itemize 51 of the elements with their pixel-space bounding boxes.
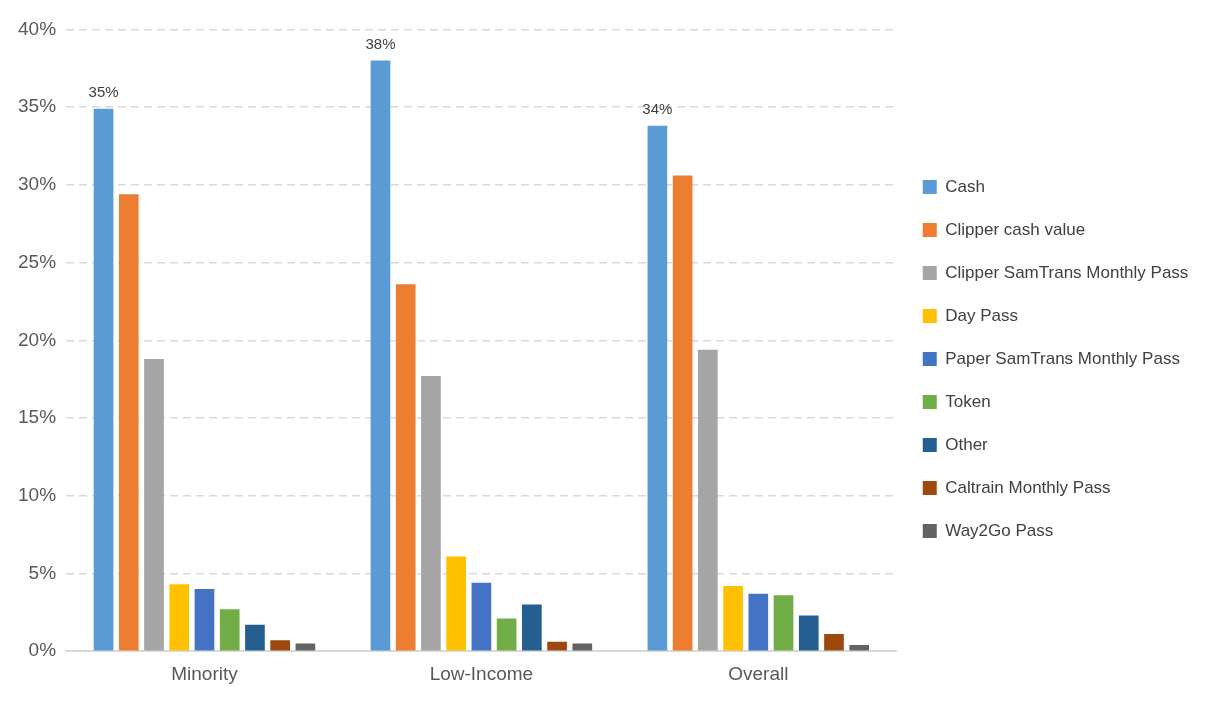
bar xyxy=(547,641,567,651)
bar xyxy=(672,175,693,651)
legend-label: Way2Go Pass xyxy=(945,520,1054,540)
legend-label: Other xyxy=(945,434,989,454)
x-tick-label: Overall xyxy=(728,662,789,684)
bar xyxy=(824,634,844,651)
legend-label: Day Pass xyxy=(945,305,1018,325)
legend-label: Clipper SamTrans Monthly Pass xyxy=(945,262,1189,282)
legend-label: Clipper cash value xyxy=(945,219,1086,239)
x-tick-label: Low-Income xyxy=(429,662,534,684)
bar xyxy=(194,589,215,651)
bar xyxy=(723,585,743,651)
x-tick-label: Minority xyxy=(171,662,239,684)
data-label: 35% xyxy=(88,83,119,101)
bar xyxy=(169,584,190,651)
bar xyxy=(395,284,416,651)
bar xyxy=(144,358,164,651)
bar xyxy=(93,108,114,651)
data-label: 38% xyxy=(365,35,396,53)
bar xyxy=(245,624,265,651)
bar xyxy=(572,643,593,651)
y-tick-label: 40% xyxy=(18,17,57,39)
bar xyxy=(270,640,291,651)
bar xyxy=(471,582,492,651)
bar xyxy=(522,604,542,651)
legend-label: Cash xyxy=(945,176,985,196)
y-tick-label: 15% xyxy=(18,406,57,428)
bar xyxy=(219,609,240,651)
y-tick-label: 30% xyxy=(18,173,57,195)
y-tick-label: 20% xyxy=(18,328,57,350)
bar xyxy=(698,349,718,651)
bar xyxy=(446,556,466,651)
bar xyxy=(295,643,316,651)
data-label: 34% xyxy=(642,100,673,118)
bar xyxy=(798,615,819,651)
bar xyxy=(496,618,517,651)
bar xyxy=(370,60,391,651)
bar xyxy=(118,194,139,651)
y-tick-label: 25% xyxy=(18,250,57,272)
y-tick-label: 0% xyxy=(28,639,57,661)
bar xyxy=(849,644,870,651)
legend-label: Token xyxy=(945,391,991,411)
bar xyxy=(748,593,769,651)
bar xyxy=(421,376,441,651)
legend-label: Paper SamTrans Monthly Pass xyxy=(945,348,1180,368)
legend-label: Caltrain Monthly Pass xyxy=(945,477,1111,497)
bar xyxy=(647,125,668,651)
y-tick-label: 35% xyxy=(18,95,57,117)
y-tick-label: 10% xyxy=(18,483,57,505)
y-tick-label: 5% xyxy=(28,561,57,583)
bar xyxy=(773,595,794,651)
